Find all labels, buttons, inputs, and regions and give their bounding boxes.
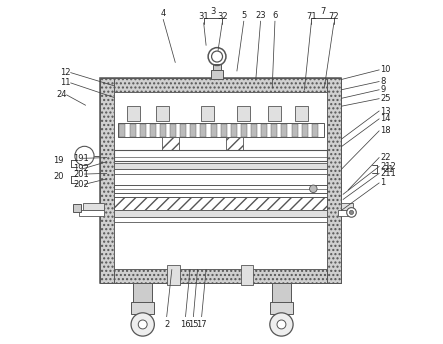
Text: 17: 17: [196, 320, 207, 329]
Text: 22: 22: [380, 153, 391, 162]
Bar: [241, 124, 247, 137]
Bar: [200, 124, 206, 137]
Bar: [114, 169, 327, 174]
Text: 71: 71: [306, 12, 317, 21]
Circle shape: [270, 313, 293, 336]
Bar: [114, 210, 327, 216]
Text: 18: 18: [380, 126, 391, 136]
Text: 11: 11: [60, 78, 71, 87]
Bar: [127, 106, 140, 121]
Bar: [170, 124, 176, 137]
Circle shape: [347, 208, 356, 217]
Text: 72: 72: [329, 12, 339, 21]
Bar: [342, 203, 354, 210]
Bar: [132, 302, 154, 314]
Bar: [114, 197, 327, 210]
Text: 25: 25: [380, 94, 391, 103]
Bar: [237, 106, 250, 121]
Bar: [295, 106, 308, 121]
Bar: [114, 150, 327, 161]
Bar: [302, 124, 308, 137]
Bar: [241, 265, 253, 285]
Text: 32: 32: [217, 12, 228, 21]
Text: 2: 2: [164, 320, 169, 329]
Bar: [150, 124, 156, 137]
Text: 10: 10: [380, 65, 391, 74]
Text: 14: 14: [380, 115, 391, 123]
Bar: [312, 124, 318, 137]
Bar: [201, 106, 214, 121]
Text: 20: 20: [54, 172, 64, 181]
Text: 8: 8: [380, 77, 385, 86]
Bar: [140, 124, 146, 137]
Bar: [156, 106, 169, 121]
Text: 3: 3: [210, 7, 216, 16]
Bar: [231, 124, 237, 137]
Circle shape: [277, 320, 286, 329]
Circle shape: [131, 313, 154, 336]
Text: 9: 9: [380, 85, 385, 94]
Bar: [226, 137, 243, 160]
Text: 6: 6: [272, 11, 278, 20]
Bar: [160, 124, 166, 137]
Bar: [190, 124, 196, 137]
Text: 23: 23: [255, 11, 266, 20]
Bar: [100, 78, 114, 283]
Bar: [114, 216, 327, 222]
Text: 211: 211: [380, 169, 396, 178]
Bar: [73, 204, 81, 213]
Bar: [268, 106, 281, 121]
Bar: [213, 64, 221, 70]
Bar: [270, 302, 293, 314]
Bar: [114, 163, 327, 169]
Bar: [272, 283, 291, 304]
Circle shape: [138, 320, 147, 329]
Text: 4: 4: [161, 9, 166, 18]
Bar: [271, 124, 277, 137]
Text: 19: 19: [54, 156, 64, 165]
Bar: [162, 137, 179, 160]
Text: 16: 16: [180, 320, 191, 329]
Bar: [100, 269, 342, 283]
Bar: [327, 78, 342, 283]
Bar: [114, 185, 327, 193]
Text: 13: 13: [380, 107, 391, 116]
Bar: [100, 78, 342, 283]
Text: 12: 12: [60, 68, 71, 77]
Bar: [251, 124, 257, 137]
Text: 7: 7: [320, 7, 325, 16]
Bar: [221, 124, 227, 137]
Bar: [120, 124, 125, 137]
Text: 24: 24: [56, 90, 66, 99]
Bar: [100, 78, 342, 92]
Bar: [211, 70, 223, 79]
Bar: [129, 124, 136, 137]
Text: 192: 192: [73, 164, 89, 173]
Bar: [210, 124, 217, 137]
Circle shape: [350, 211, 354, 214]
Bar: [133, 283, 152, 304]
Bar: [79, 210, 104, 216]
Bar: [114, 92, 327, 269]
Text: 212: 212: [380, 162, 396, 171]
Bar: [83, 203, 104, 210]
Text: 191: 191: [73, 154, 89, 163]
Bar: [167, 265, 180, 285]
Bar: [180, 124, 186, 137]
Bar: [261, 124, 267, 137]
Bar: [118, 123, 323, 137]
Bar: [281, 124, 288, 137]
Text: 201: 201: [73, 170, 89, 179]
Circle shape: [75, 146, 94, 165]
Text: 15: 15: [188, 320, 198, 329]
Text: 31: 31: [198, 12, 209, 21]
Text: 1: 1: [380, 179, 385, 187]
Text: 21: 21: [384, 165, 394, 174]
Text: 5: 5: [241, 11, 246, 20]
Circle shape: [310, 185, 317, 193]
Bar: [291, 124, 298, 137]
Bar: [338, 210, 352, 216]
Text: 202: 202: [73, 180, 89, 189]
